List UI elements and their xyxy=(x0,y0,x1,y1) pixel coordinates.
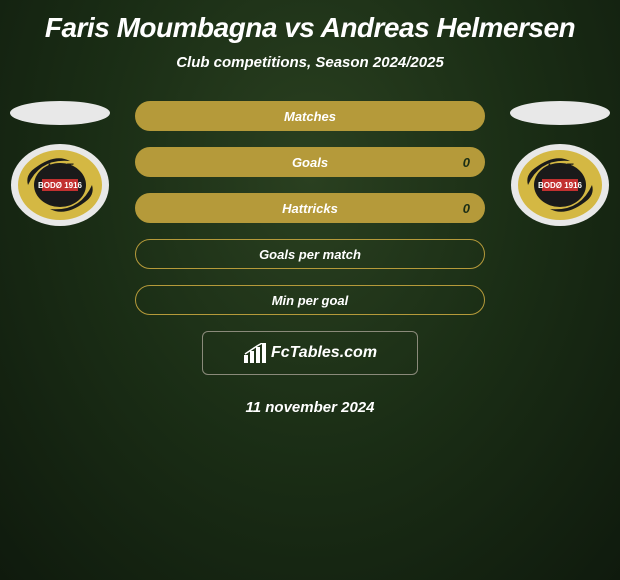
stat-label: Goals per match xyxy=(259,247,361,262)
stat-bar-matches: Matches xyxy=(135,101,485,131)
player-left-club-logo: BODØ 1916 LIMT xyxy=(10,143,110,227)
player-left-badge: BODØ 1916 LIMT xyxy=(10,101,110,261)
stat-label: Hattricks xyxy=(282,201,338,216)
stat-label: Matches xyxy=(284,109,336,124)
stat-bar-goals: Goals 0 xyxy=(135,147,485,177)
page-subtitle: Club competitions, Season 2024/2025 xyxy=(0,54,620,71)
player-right-badge: BODØ 1916 LIMT xyxy=(510,101,610,261)
brand-box: FcTables.com xyxy=(202,331,418,375)
brand-text: FcTables.com xyxy=(271,344,377,362)
stat-label: Goals xyxy=(292,155,328,170)
badge-right-club-text: BODØ 1916 xyxy=(538,181,583,190)
badge-left-club-text: BODØ 1916 xyxy=(38,181,83,190)
player-left-ellipse xyxy=(10,101,110,125)
stat-bar-hattricks: Hattricks 0 xyxy=(135,193,485,223)
badge-left-limt-text: LIMT xyxy=(47,162,74,174)
stat-value-right: 0 xyxy=(463,201,470,216)
stat-bar-goals-per-match: Goals per match xyxy=(135,239,485,269)
comparison-area: BODØ 1916 LIMT BODØ 1916 LIMT Matches Goa… xyxy=(0,101,620,416)
brand-logo: FcTables.com xyxy=(243,343,377,363)
badge-right-limt-text: LIMT xyxy=(547,162,574,174)
bar-chart-icon xyxy=(243,343,267,363)
stat-value-right: 0 xyxy=(463,155,470,170)
player-right-club-logo: BODØ 1916 LIMT xyxy=(510,143,610,227)
player-right-ellipse xyxy=(510,101,610,125)
stats-list: Matches Goals 0 Hattricks 0 Goals per match Mi… xyxy=(135,101,485,315)
page-title: Faris Moumbagna vs Andreas Helmersen xyxy=(0,0,620,44)
stat-bar-min-per-goal: Min per goal xyxy=(135,285,485,315)
date-text: 11 november 2024 xyxy=(0,399,620,416)
stat-label: Min per goal xyxy=(272,293,349,308)
